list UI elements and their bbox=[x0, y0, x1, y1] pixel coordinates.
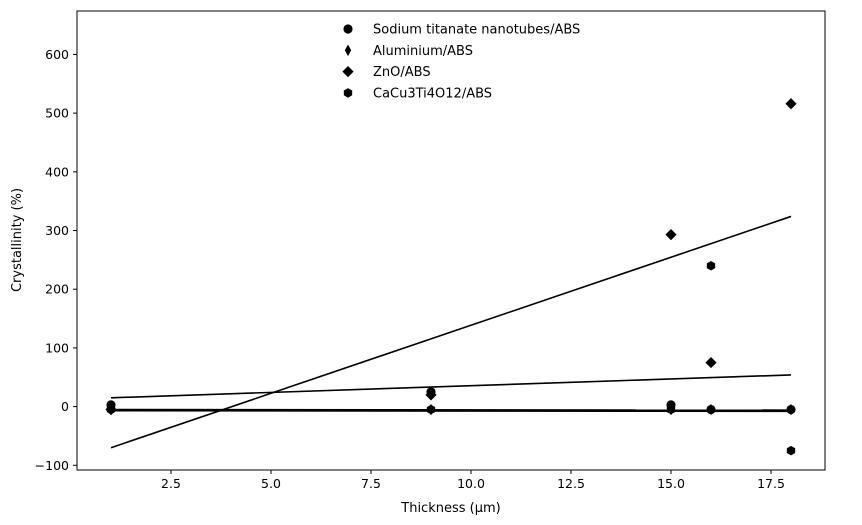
x-tick-label: 15.0 bbox=[657, 476, 685, 491]
data-point-series-3 bbox=[785, 98, 797, 110]
y-tick-label: 400 bbox=[45, 164, 69, 179]
y-tick-label: −100 bbox=[35, 458, 69, 473]
legend-marker-series-3 bbox=[342, 66, 354, 78]
data-point-series-4 bbox=[786, 445, 796, 456]
y-tick-label: 500 bbox=[45, 106, 69, 121]
trend-lines bbox=[110, 215, 792, 449]
x-tick-label: 10.0 bbox=[457, 476, 485, 491]
data-point-series-3 bbox=[665, 229, 677, 241]
y-tick-label: 300 bbox=[45, 223, 69, 238]
data-point-series-4 bbox=[106, 404, 116, 415]
y-tick-label: 200 bbox=[45, 282, 69, 297]
plot-frame bbox=[76, 10, 826, 471]
y-tick-label: 0 bbox=[61, 399, 69, 414]
data-point-series-4 bbox=[426, 404, 436, 415]
trend-line-1 bbox=[110, 374, 792, 399]
data-point-series-4 bbox=[706, 260, 716, 271]
data-point-series-3 bbox=[425, 389, 437, 401]
legend: Sodium titanate nanotubes/ABS Aluminium/A… bbox=[342, 23, 580, 101]
x-tick-label: 7.5 bbox=[361, 476, 381, 491]
legend-marker-series-4 bbox=[343, 88, 353, 98]
legend-label-series-1: Sodium titanate nanotubes/ABS bbox=[373, 23, 580, 38]
data-point-series-2 bbox=[787, 403, 795, 416]
legend-marker-series-2 bbox=[344, 44, 352, 57]
trend-line-3 bbox=[110, 215, 792, 449]
y-tick-label: 100 bbox=[45, 340, 69, 355]
legend-label-series-3: ZnO/ABS bbox=[373, 65, 431, 80]
trend-line-4 bbox=[110, 409, 792, 413]
y-axis-label: Crystallinity (%) bbox=[10, 188, 25, 292]
x-tick-label: 2.5 bbox=[161, 476, 181, 491]
legend-marker-series-1 bbox=[343, 24, 353, 34]
legend-label-series-4: CaCu3Ti4O12/ABS bbox=[373, 86, 492, 101]
data-points bbox=[105, 98, 797, 456]
x-axis-label: Thickness (µm) bbox=[400, 501, 500, 516]
legend-label-series-2: Aluminium/ABS bbox=[373, 44, 473, 59]
data-point-series-3 bbox=[705, 356, 717, 369]
x-axis-ticks: 2.5 5.0 7.5 10.0 12.5 15.0 17.5 bbox=[161, 470, 785, 491]
data-point-series-4 bbox=[666, 404, 676, 415]
x-tick-label: 12.5 bbox=[557, 476, 585, 491]
y-axis-ticks: −100 0 100 200 300 400 500 600 bbox=[35, 47, 77, 473]
data-point-series-2 bbox=[707, 403, 715, 416]
x-tick-label: 17.5 bbox=[757, 476, 785, 491]
x-tick-label: 5.0 bbox=[261, 476, 281, 491]
y-tick-label: 600 bbox=[45, 47, 69, 62]
